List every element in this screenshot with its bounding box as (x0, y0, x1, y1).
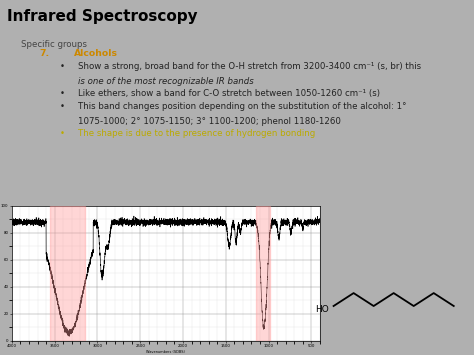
Text: •: • (60, 89, 65, 98)
Text: •: • (60, 102, 65, 111)
Text: Specific groups: Specific groups (21, 40, 87, 49)
Bar (256, 206, 270, 341)
Text: Show a strong, broad band for the O-H stretch from 3200-3400 cm⁻¹ (s, br) this: Show a strong, broad band for the O-H st… (78, 62, 421, 71)
Bar (50, 206, 84, 341)
Text: This band changes position depending on the substitution of the alcohol: 1°: This band changes position depending on … (78, 102, 407, 111)
X-axis label: Wavenumbers (SDBS): Wavenumbers (SDBS) (146, 350, 185, 354)
Text: 1075-1000; 2° 1075-1150; 3° 1100-1200; phenol 1180-1260: 1075-1000; 2° 1075-1150; 3° 1100-1200; p… (78, 117, 341, 126)
Text: The shape is due to the presence of hydrogen bonding: The shape is due to the presence of hydr… (78, 129, 316, 138)
Text: HO: HO (315, 306, 329, 315)
Text: 7.: 7. (39, 49, 49, 59)
Text: Infrared Spectroscopy: Infrared Spectroscopy (7, 9, 198, 24)
Text: •: • (60, 62, 65, 71)
Text: is one of the most recognizable IR bands: is one of the most recognizable IR bands (78, 77, 254, 86)
Text: •: • (60, 129, 65, 138)
Text: Alcohols: Alcohols (74, 49, 118, 59)
Text: Like ethers, show a band for C-O stretch between 1050-1260 cm⁻¹ (s): Like ethers, show a band for C-O stretch… (78, 89, 380, 98)
